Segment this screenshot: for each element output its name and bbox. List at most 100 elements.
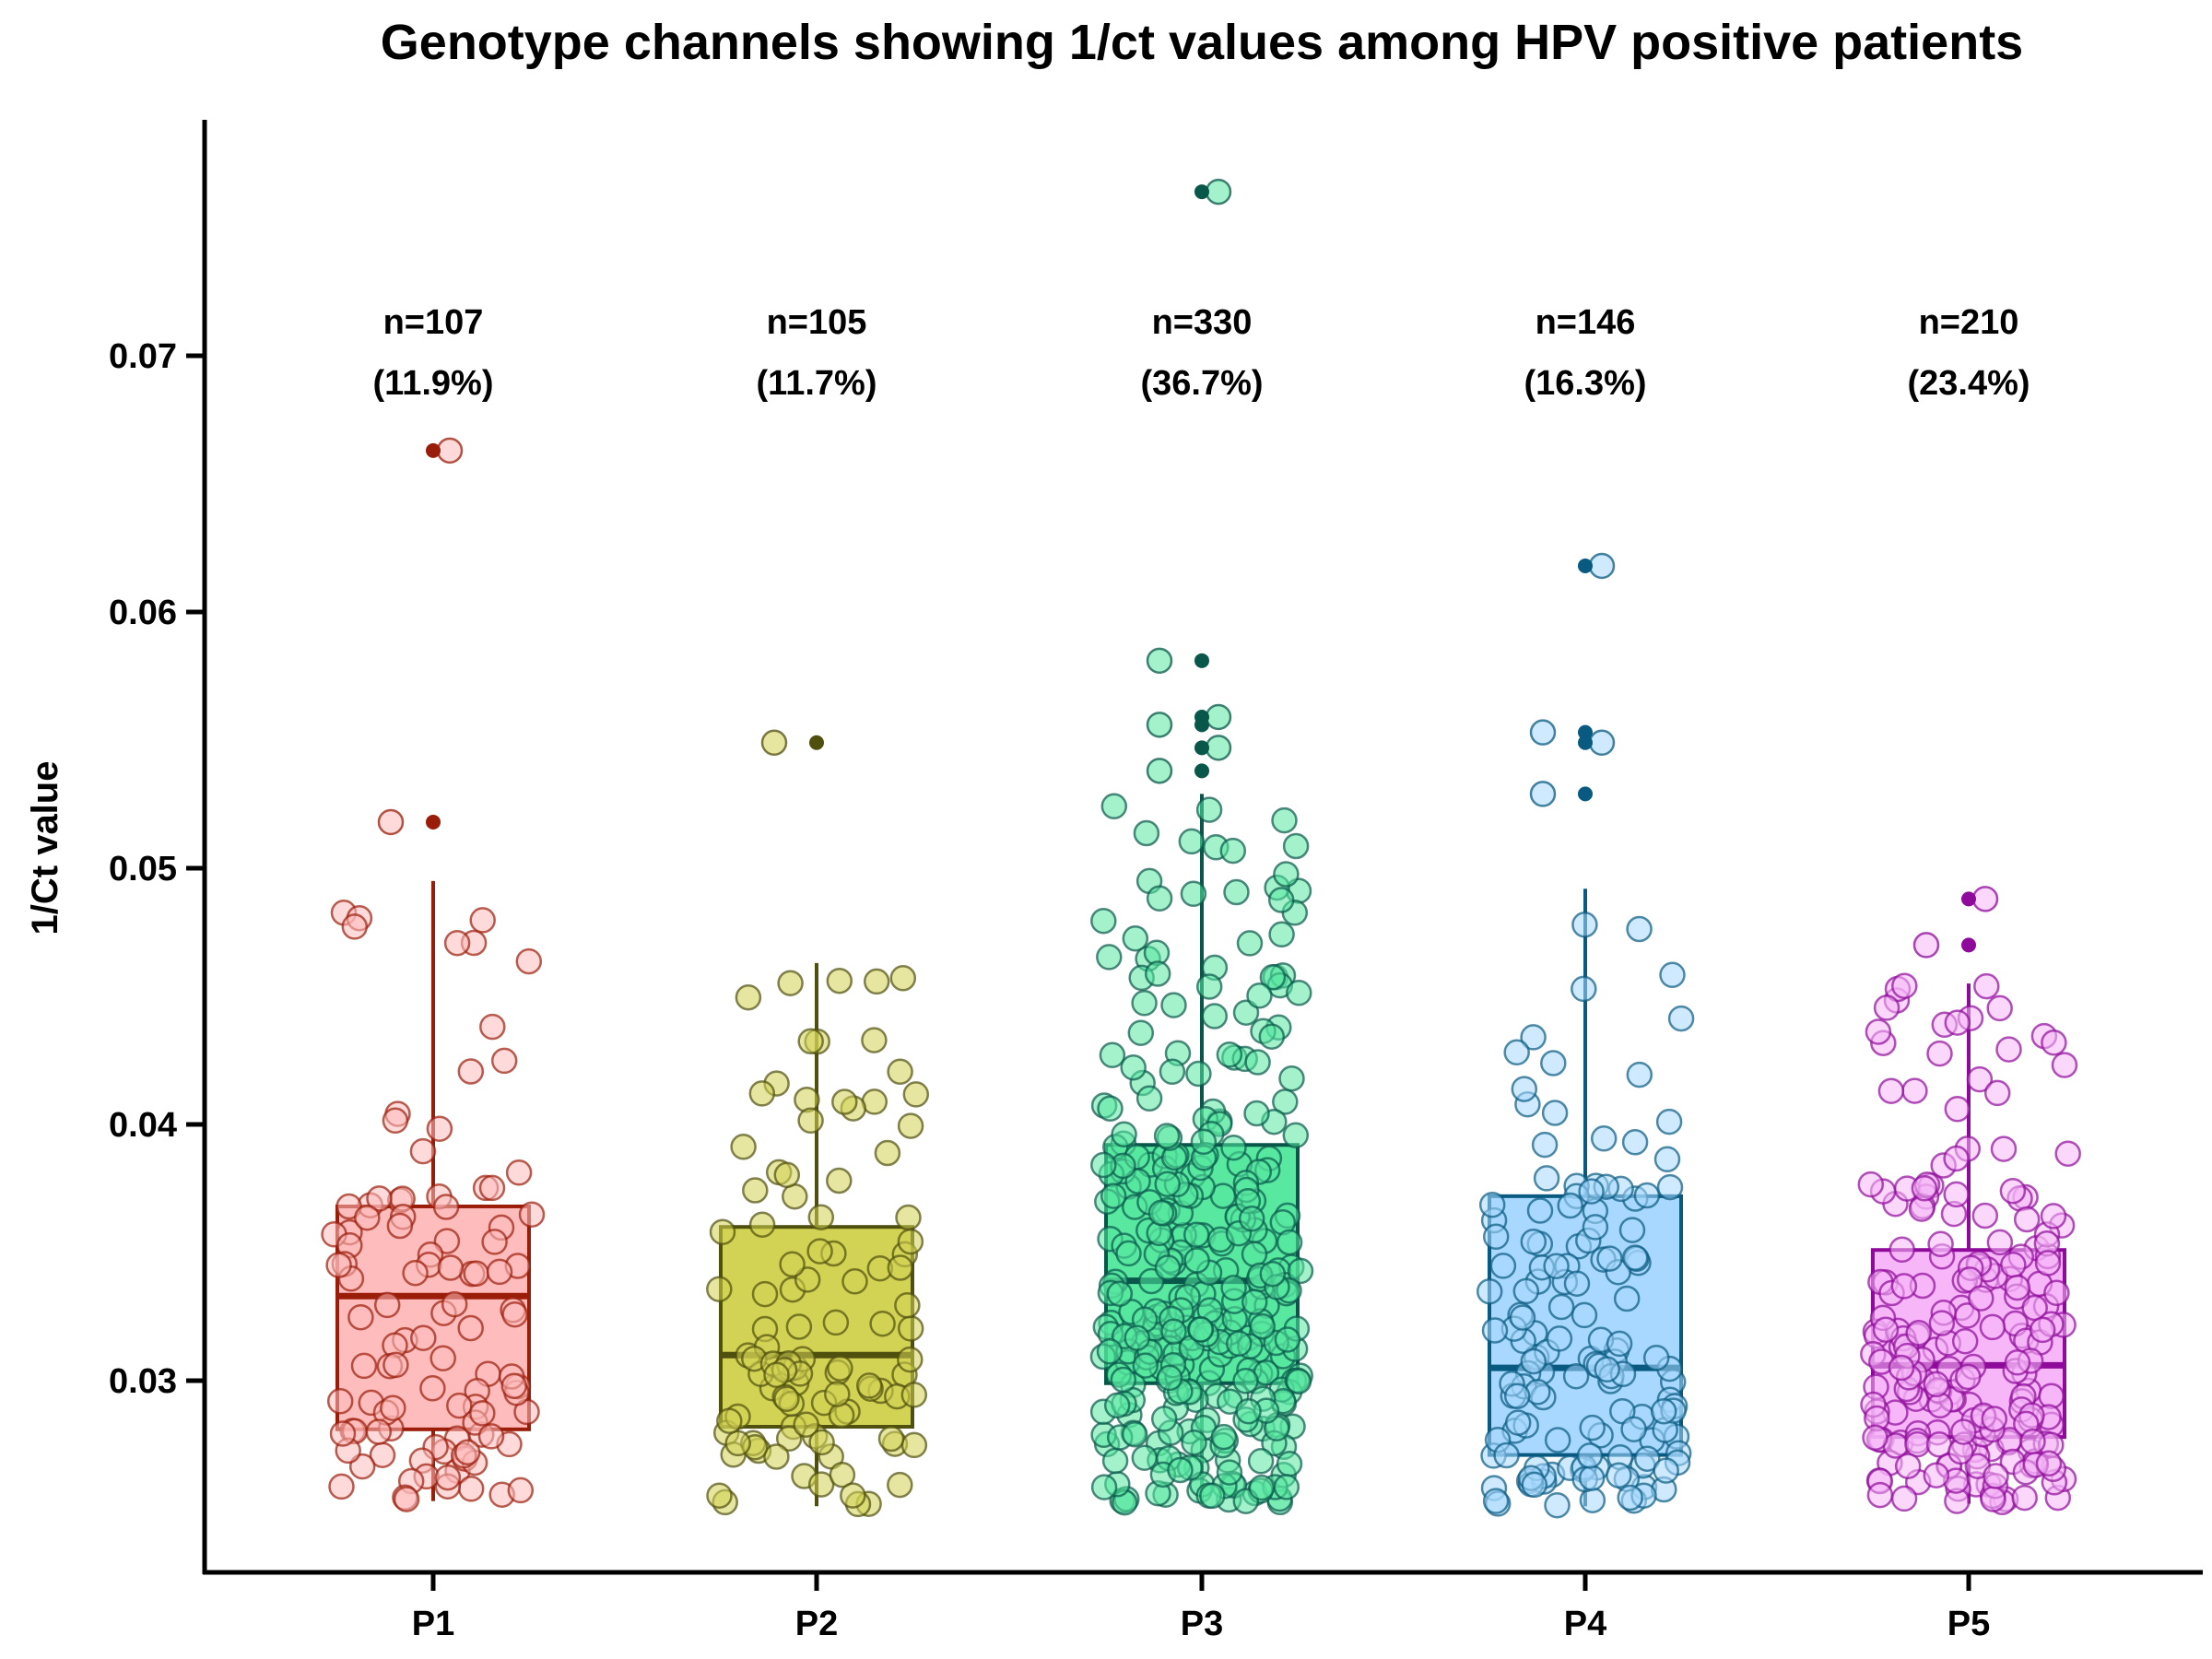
data-point-P3 <box>1247 1448 1275 1475</box>
data-point-P4 <box>1520 1347 1547 1375</box>
data-point-P1 <box>402 1259 429 1287</box>
data-point-P5 <box>1995 1036 2022 1063</box>
data-point-P5 <box>1999 1177 2027 1205</box>
data-point-P5 <box>1971 1202 1999 1230</box>
data-point-P3 <box>1195 796 1223 823</box>
data-point-P4 <box>1618 1217 1646 1243</box>
outlier-point-P5 <box>1971 886 1999 912</box>
data-point-P1 <box>515 947 543 975</box>
data-point-P5 <box>1955 1363 1982 1391</box>
data-point-P5 <box>1983 1463 2009 1489</box>
data-point-P1 <box>441 1290 468 1318</box>
data-point-P2 <box>716 1407 743 1434</box>
data-point-P2 <box>826 1167 853 1194</box>
data-point-P2 <box>877 1425 905 1453</box>
data-point-P4 <box>1541 1100 1569 1126</box>
y-tick-label: 0.05 <box>109 850 177 888</box>
data-point-P3 <box>1160 1318 1187 1346</box>
data-point-P4 <box>1582 1214 1609 1241</box>
data-point-P4 <box>1653 1146 1681 1173</box>
data-point-P3 <box>1190 1128 1218 1156</box>
data-point-P3 <box>1216 1041 1243 1068</box>
data-point-P4 <box>1667 1005 1695 1032</box>
data-point-P1 <box>409 1137 437 1165</box>
outlier-dot-P1 <box>426 442 441 458</box>
data-point-P1 <box>328 1473 355 1500</box>
data-point-P5 <box>2034 1250 2062 1277</box>
data-point-P1 <box>477 1423 505 1450</box>
data-point-P3 <box>1285 1368 1312 1394</box>
data-point-P5 <box>1928 1310 1956 1336</box>
data-point-P2 <box>751 1280 779 1308</box>
data-point-P4 <box>1544 1427 1571 1453</box>
data-point-P2 <box>822 1309 850 1336</box>
data-point-P5 <box>2054 1140 2081 1167</box>
data-point-P1 <box>429 1345 456 1371</box>
n-label-P1: n=107 <box>383 303 484 342</box>
data-point-P3 <box>1120 1053 1147 1081</box>
data-point-P3 <box>1241 1241 1268 1268</box>
data-point-P5 <box>1872 1316 1900 1343</box>
data-point-P3 <box>1286 980 1312 1006</box>
data-point-P1 <box>479 1013 506 1041</box>
data-point-P1 <box>382 1351 409 1379</box>
data-point-P5 <box>1943 1145 1970 1172</box>
data-point-P5 <box>1925 1431 1953 1458</box>
data-point-P1 <box>469 1400 496 1427</box>
data-point-P3 <box>1216 1459 1243 1486</box>
data-point-P3 <box>1276 1229 1303 1256</box>
data-point-P5 <box>1911 1175 1938 1202</box>
data-point-P4 <box>1481 1317 1509 1344</box>
data-point-P3 <box>1101 1447 1129 1475</box>
data-point-P4 <box>1642 1344 1670 1371</box>
data-point-P4 <box>1512 1277 1540 1305</box>
data-point-P4 <box>1659 961 1686 989</box>
data-point-P2 <box>902 1081 930 1108</box>
data-point-P2 <box>730 1134 757 1160</box>
data-point-P5 <box>2040 1203 2067 1230</box>
data-point-P4 <box>1509 1304 1536 1331</box>
data-point-P4 <box>1571 912 1598 938</box>
data-point-P3 <box>1127 1019 1155 1046</box>
data-point-P5 <box>1923 1371 1950 1398</box>
outlier-dot-P5 <box>1961 891 1976 907</box>
data-point-P2 <box>855 1372 883 1399</box>
outlier-point-P3 <box>1146 712 1173 738</box>
data-point-P3 <box>1181 1429 1207 1456</box>
data-point-P1 <box>329 1420 357 1447</box>
data-point-P1 <box>380 1394 406 1421</box>
data-point-P2 <box>763 1361 790 1389</box>
data-point-P4 <box>1633 1182 1661 1209</box>
data-point-P5 <box>1954 1302 1981 1329</box>
data-point-P2 <box>829 1461 856 1488</box>
data-point-P5 <box>1901 1077 1928 1104</box>
data-point-P5 <box>1866 1481 1894 1509</box>
outlier-point-P1 <box>377 808 405 836</box>
data-point-P3 <box>1259 1260 1287 1288</box>
data-point-P3 <box>1241 1288 1268 1315</box>
outlier-point-P3 <box>1205 178 1232 206</box>
y-axis-title: 1/Ct value <box>25 761 65 935</box>
data-point-P4 <box>1621 1129 1649 1156</box>
data-point-P4 <box>1476 1277 1503 1305</box>
data-point-P5 <box>2043 1279 2070 1307</box>
data-point-P5 <box>1944 1009 1971 1036</box>
data-point-P2 <box>742 1177 769 1204</box>
data-point-P4 <box>1613 1285 1641 1312</box>
data-point-P5 <box>1904 1430 1931 1458</box>
data-point-P2 <box>794 1266 821 1293</box>
outlier-dot-P5 <box>1961 937 1976 953</box>
data-point-P2 <box>828 1402 855 1429</box>
outlier-point-P4 <box>1529 781 1557 807</box>
data-point-P3 <box>1246 982 1273 1009</box>
data-point-P3 <box>1100 793 1128 820</box>
outlier-point-P4 <box>1588 552 1616 580</box>
data-point-P3 <box>1258 1023 1286 1050</box>
data-point-P3 <box>1282 832 1310 860</box>
data-point-P3 <box>1122 925 1149 952</box>
data-point-P4 <box>1503 1382 1531 1410</box>
data-point-P3 <box>1178 828 1206 855</box>
data-point-P1 <box>453 1439 481 1465</box>
data-point-P3 <box>1220 1275 1247 1301</box>
data-point-P3 <box>1232 999 1260 1026</box>
